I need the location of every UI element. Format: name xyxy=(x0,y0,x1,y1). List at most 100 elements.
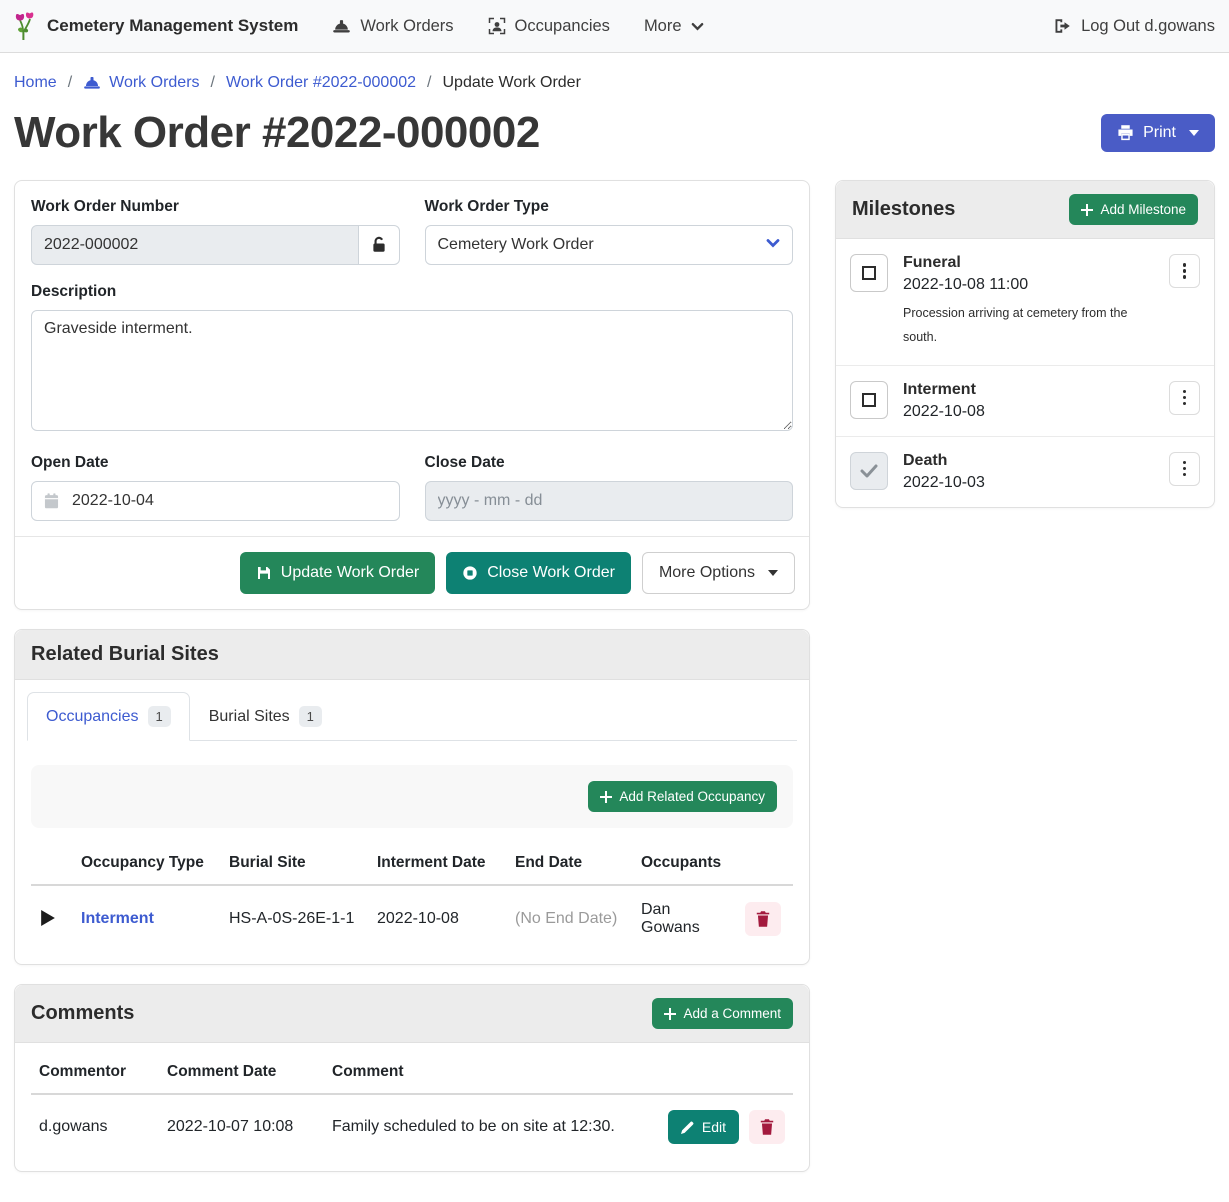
description-textarea[interactable] xyxy=(31,310,793,431)
kebab-icon xyxy=(1182,389,1187,394)
check-icon xyxy=(860,464,878,478)
edit-comment-button[interactable]: Edit xyxy=(667,1110,739,1144)
breadcrumb-separator: / xyxy=(210,74,215,91)
print-label: Print xyxy=(1143,124,1176,141)
milestone-date: 2022-10-08 xyxy=(903,402,985,420)
nav-more[interactable]: More xyxy=(644,17,704,36)
tab-burial-sites[interactable]: Burial Sites 1 xyxy=(190,692,341,741)
add-comment-button[interactable]: Add a Comment xyxy=(652,998,793,1029)
breadcrumb-work-order-number-label: Work Order #2022-000002 xyxy=(225,74,417,91)
col-end-date: End Date xyxy=(515,854,583,871)
print-button[interactable]: Print xyxy=(1101,114,1215,152)
milestone-checkbox-unchecked[interactable] xyxy=(850,254,888,292)
occupancy-row: Interment HS-A-0S-26E-1-1 2022-10-08 (No… xyxy=(31,885,793,952)
description-label: Description xyxy=(31,283,117,300)
delete-occupancy-button[interactable] xyxy=(745,902,781,936)
plus-icon xyxy=(1081,203,1094,216)
plus-icon xyxy=(664,1007,677,1020)
occupancies-table: Occupancy Type Burial Site Interment Dat… xyxy=(31,842,793,952)
nav-work-orders[interactable]: Work Orders xyxy=(332,17,454,36)
breadcrumb-separator: / xyxy=(427,74,432,91)
related-burial-sites-card: Related Burial Sites Occupancies 1 Buria… xyxy=(14,629,810,965)
expand-row-button[interactable] xyxy=(39,908,57,928)
update-work-order-button[interactable]: Update Work Order xyxy=(239,552,436,594)
breadcrumb-work-orders[interactable]: Work Orders xyxy=(83,74,200,92)
breadcrumb: Home / Work Orders / Work Order #2022-00… xyxy=(0,53,1229,92)
breadcrumb-home-label: Home xyxy=(14,74,57,91)
checkbox-square-icon xyxy=(862,392,876,407)
checkbox-square-icon xyxy=(862,266,876,280)
col-comment: Comment xyxy=(332,1063,404,1080)
work-order-type-select[interactable]: Cemetery Work Order xyxy=(424,225,793,265)
end-date-cell: (No End Date) xyxy=(515,910,618,927)
edit-comment-label: Edit xyxy=(701,1119,726,1135)
breadcrumb-work-orders-label: Work Orders xyxy=(109,74,200,91)
related-burial-sites-title: Related Burial Sites xyxy=(31,643,219,665)
open-date-value[interactable] xyxy=(72,492,387,510)
close-work-order-button[interactable]: Close Work Order xyxy=(446,552,631,594)
add-milestone-button[interactable]: Add Milestone xyxy=(1069,194,1198,225)
comment-date-cell: 2022-10-07 10:08 xyxy=(167,1118,294,1135)
chevron-down-icon xyxy=(691,22,704,31)
close-date-value[interactable] xyxy=(437,492,780,510)
field-work-order-number: Work Order Number xyxy=(31,198,400,265)
milestone-menu-button[interactable] xyxy=(1169,380,1200,415)
breadcrumb-work-order-number[interactable]: Work Order #2022-000002 xyxy=(226,74,416,92)
add-related-occupancy-button[interactable]: Add Related Occupancy xyxy=(588,781,777,812)
occupants-cell: Dan Gowans xyxy=(641,901,700,936)
pencil-icon xyxy=(680,1121,694,1134)
unlock-button[interactable] xyxy=(357,225,400,265)
interment-date-cell: 2022-10-08 xyxy=(377,910,459,927)
more-options-button[interactable]: More Options xyxy=(641,552,795,594)
page-title: Work Order #2022-000002 xyxy=(14,108,540,157)
delete-comment-button[interactable] xyxy=(749,1110,785,1144)
comment-cell: Family scheduled to be on site at 12:30. xyxy=(332,1118,615,1135)
milestone-checkbox-checked[interactable] xyxy=(850,451,888,490)
play-icon xyxy=(41,909,55,926)
milestone-menu-button[interactable] xyxy=(1169,451,1200,486)
breadcrumb-home[interactable]: Home xyxy=(14,74,57,92)
breadcrumb-current: Update Work Order xyxy=(442,74,581,91)
kebab-icon xyxy=(1182,263,1187,267)
work-order-number-input[interactable] xyxy=(31,225,359,265)
tab-occupancies-label: Occupancies xyxy=(46,707,139,725)
calendar-icon xyxy=(44,493,59,509)
field-work-order-type: Work Order Type Cemetery Work Order xyxy=(424,198,793,265)
comment-row: d.gowans 2022-10-07 10:08 Family schedul… xyxy=(31,1094,793,1159)
milestone-title: Funeral xyxy=(903,254,961,271)
milestone-checkbox-unchecked[interactable] xyxy=(850,380,888,419)
person-bounding-box-icon xyxy=(488,17,506,35)
logout-button[interactable]: Log Out d.gowans xyxy=(1054,17,1215,36)
col-occupancy-type: Occupancy Type xyxy=(81,854,204,871)
occupancies-toolbar: Add Related Occupancy xyxy=(31,765,793,828)
occupancy-type-link[interactable]: Interment xyxy=(81,910,154,927)
nav-more-label: More xyxy=(643,16,682,35)
nav-occupancies[interactable]: Occupancies xyxy=(488,17,610,36)
open-date-input[interactable] xyxy=(31,481,400,521)
logout-label: Log Out d.gowans xyxy=(1081,16,1215,35)
milestones-title: Milestones xyxy=(852,198,956,220)
trash-icon xyxy=(756,911,770,927)
col-comment-date: Comment Date xyxy=(167,1063,277,1080)
close-date-input[interactable] xyxy=(424,481,793,521)
milestone-description: Procession arriving at cemetery from the… xyxy=(903,306,1128,344)
commentor-cell: d.gowans xyxy=(39,1118,108,1135)
caret-down-icon xyxy=(1189,130,1199,136)
open-date-label: Open Date xyxy=(31,454,109,471)
add-comment-label: Add a Comment xyxy=(683,1006,781,1021)
field-open-date: Open Date xyxy=(31,454,400,521)
tab-occupancies[interactable]: Occupancies 1 xyxy=(27,692,190,741)
update-work-order-label: Update Work Order xyxy=(280,564,420,581)
top-navbar: Cemetery Management System Work Orders O… xyxy=(0,0,1229,53)
comments-title: Comments xyxy=(31,1002,135,1024)
tab-occupancies-count-badge: 1 xyxy=(147,706,171,727)
printer-icon xyxy=(1117,125,1134,141)
plus-icon xyxy=(600,790,613,803)
save-icon xyxy=(256,565,272,581)
work-order-number-label: Work Order Number xyxy=(31,198,179,215)
app-brand[interactable]: Cemetery Management System xyxy=(14,11,298,41)
comments-card: Comments Add a Comment Commentor Comment… xyxy=(14,984,810,1172)
milestone-menu-button[interactable] xyxy=(1169,254,1200,288)
stop-circle-icon xyxy=(462,565,478,581)
field-close-date: Close Date xyxy=(424,454,793,521)
